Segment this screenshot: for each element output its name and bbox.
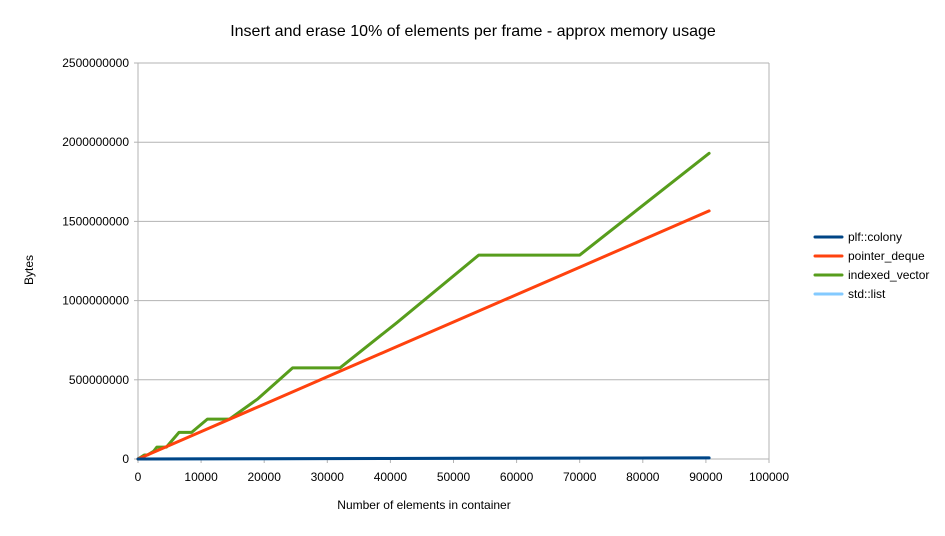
x-tick-label: 10000 xyxy=(184,470,218,484)
series-lines xyxy=(136,151,711,461)
x-tick-label: 50000 xyxy=(437,470,471,484)
y-tick-label: 1000000000 xyxy=(62,294,129,308)
grid-lines xyxy=(138,62,769,460)
x-tick-label: 100000 xyxy=(749,470,789,484)
series-line-plf-colony xyxy=(136,456,711,461)
x-axis-label: Number of elements in container xyxy=(337,498,510,512)
y-tick-label: 500000000 xyxy=(69,373,129,387)
axes xyxy=(134,62,770,463)
x-tick-label: 20000 xyxy=(248,470,282,484)
y-tick-label: 1500000000 xyxy=(62,214,129,228)
legend-label: indexed_vector xyxy=(848,268,929,282)
y-tick-label: 0 xyxy=(122,452,129,466)
legend-label: pointer_deque xyxy=(848,249,925,263)
chart-title: Insert and erase 10% of elements per fra… xyxy=(230,23,716,40)
x-tick-label: 40000 xyxy=(374,470,408,484)
legend: plf::colonypointer_dequeindexed_vectorst… xyxy=(813,230,929,301)
series-line-pointer-deque xyxy=(136,209,711,461)
legend-label: plf::colony xyxy=(848,230,902,244)
x-tick-label: 0 xyxy=(135,470,142,484)
legend-label: std::list xyxy=(848,287,886,301)
x-tick-label: 60000 xyxy=(500,470,534,484)
x-tick-labels: 0 10000 20000 30000 40000 50000 60000 70000 8000… xyxy=(135,470,790,484)
y-axis-label: Bytes xyxy=(22,255,36,285)
y-tick-label: 2000000000 xyxy=(62,135,129,149)
series-line-indexed-vector xyxy=(136,151,711,461)
y-tick-labels: 0 500000000 1000000000 1500000000 2000000000… xyxy=(62,56,129,466)
x-tick-label: 90000 xyxy=(689,470,723,484)
x-tick-label: 70000 xyxy=(563,470,597,484)
x-tick-label: 30000 xyxy=(311,470,345,484)
y-tick-label: 2500000000 xyxy=(62,56,129,70)
x-tick-label: 80000 xyxy=(626,470,660,484)
